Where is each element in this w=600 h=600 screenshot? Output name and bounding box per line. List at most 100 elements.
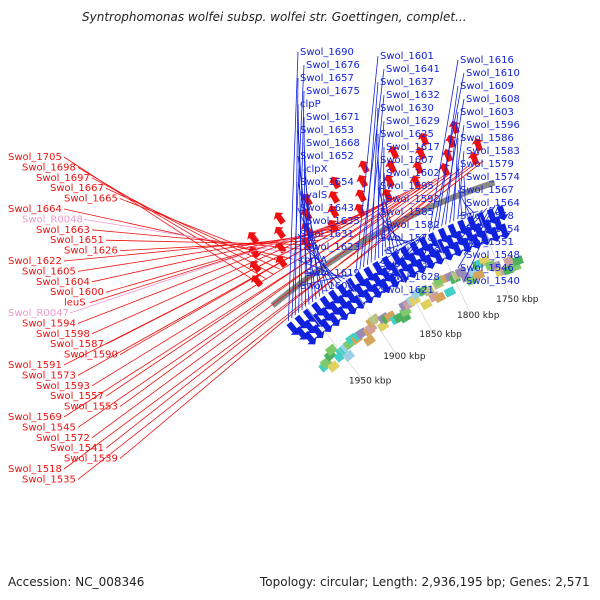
forward-gene-arrow <box>414 146 427 161</box>
forward-gene-arrow <box>273 212 286 225</box>
leader-line <box>457 189 471 215</box>
forward-gene-arrow <box>354 189 367 203</box>
reverse-gene-label: Swol_1609 <box>460 81 514 92</box>
leader-line <box>429 59 459 232</box>
forward-gene-arrow <box>251 275 264 288</box>
reverse-gene-label: Swol_1558 <box>460 211 514 222</box>
reverse-gene-label: Swol_1567 <box>460 185 514 196</box>
forward-gene-label: Swol_1600 <box>50 287 104 298</box>
reverse-gene-label: Swol_1623 <box>306 242 360 253</box>
reverse-gene-label: Swol_1653 <box>300 125 354 136</box>
reverse-gene-label: rpmA <box>300 255 327 266</box>
reverse-gene-label: Swol_1564 <box>466 198 520 209</box>
reverse-gene-arrow <box>327 312 341 326</box>
leader-line <box>91 187 415 387</box>
forward-gene-label: Swol_1605 <box>22 266 76 277</box>
reverse-gene-arrow <box>489 226 502 242</box>
feature-block <box>363 334 376 347</box>
reverse-gene-arrow <box>470 233 483 249</box>
leader-line <box>449 124 465 223</box>
reverse-gene-label: Swol_1621 <box>380 285 434 296</box>
forward-gene-label: Swol_1557 <box>50 391 104 402</box>
leader-line <box>463 209 483 230</box>
feature-block <box>443 286 457 298</box>
reverse-gene-label: Swol_1630 <box>380 103 434 114</box>
reverse-gene-label: Swol_1578 <box>380 233 434 244</box>
leader-line <box>77 191 407 376</box>
leader-line <box>69 214 363 314</box>
reverse-gene-arrow <box>344 300 358 315</box>
forward-gene-label: Swol_1541 <box>50 443 104 454</box>
leader-line <box>377 233 426 291</box>
forward-gene-arrow <box>383 174 395 188</box>
reverse-gene-label: Swol_1574 <box>466 172 520 183</box>
forward-gene-label: Swol_1587 <box>50 339 104 350</box>
leader-line <box>119 166 468 459</box>
tick-label: 1800 kbp <box>457 311 500 321</box>
leader-line <box>91 177 274 275</box>
leader-line <box>63 194 400 366</box>
reverse-gene-label: Swol_1586 <box>460 133 514 144</box>
forward-gene-label: Swol_1572 <box>36 433 90 444</box>
reverse-gene-arrow <box>319 318 333 332</box>
forward-gene-label: Swol_1539 <box>64 454 118 465</box>
reverse-gene-label: Swol_1610 <box>466 68 520 79</box>
reverse-gene-label: Swol_1637 <box>380 77 434 88</box>
leader-line <box>77 210 370 324</box>
leader-line <box>445 111 459 225</box>
reverse-gene-label: Swol_1546 <box>460 263 514 274</box>
leader-line <box>303 194 328 292</box>
tick-label: 1750 kbp <box>496 295 539 305</box>
forward-gene-label: Swol_1664 <box>8 204 62 215</box>
forward-gene-label: Swol_R0047 <box>8 308 69 319</box>
forward-gene-label: Swol_1697 <box>36 173 90 184</box>
forward-gene-arrow <box>274 241 287 254</box>
leader-line <box>303 168 320 297</box>
forward-gene-label: leuS <box>64 298 86 309</box>
leader-line <box>377 159 387 254</box>
reverse-gene-label: Swol_1576 <box>386 246 440 257</box>
forward-gene-label: Swol_1598 <box>36 329 90 340</box>
leader-line <box>363 81 379 268</box>
leader-line <box>463 204 500 282</box>
leader-line <box>105 184 422 397</box>
reverse-gene-label: Swol_1548 <box>466 250 520 261</box>
leader-line <box>77 167 267 280</box>
forward-gene-arrow <box>471 138 484 152</box>
reverse-gene-arrow <box>405 263 418 278</box>
leader-line <box>297 129 310 305</box>
reverse-gene-arrow <box>303 330 317 345</box>
leader-line <box>77 160 484 480</box>
forward-gene-label: Swol_1535 <box>22 474 76 485</box>
reverse-gene-label: Swol_1540 <box>466 276 520 287</box>
leader-line <box>298 90 305 313</box>
feature-block <box>324 343 338 357</box>
reverse-gene-label: valS <box>306 190 327 201</box>
reverse-gene-label: Swol_1596 <box>466 120 520 131</box>
leader-line <box>297 181 324 295</box>
leader-line <box>463 176 467 217</box>
leader-line <box>463 206 492 256</box>
leader-line <box>297 207 331 290</box>
reverse-gene-arrow <box>451 241 464 257</box>
leader-line <box>294 77 299 316</box>
feature-block <box>383 310 397 323</box>
reverse-gene-label: Swol_1603 <box>460 107 514 118</box>
reverse-gene-label: Swol_1652 <box>300 151 354 162</box>
leader-line <box>288 51 299 322</box>
forward-gene-label: Swol_1667 <box>50 183 104 194</box>
forward-gene-label: Swol_1591 <box>8 360 62 371</box>
reverse-gene-label: Swol_1632 <box>386 90 440 101</box>
forward-gene-label: Swol_1593 <box>36 381 90 392</box>
feature-block <box>367 313 381 326</box>
leader-line <box>370 107 379 263</box>
leader-line <box>457 211 479 217</box>
leader-line <box>119 239 321 251</box>
forward-gene-arrow <box>438 163 451 177</box>
forward-gene-arrow <box>327 205 340 219</box>
forward-gene-label: Swol_1573 <box>22 370 76 381</box>
reverse-gene-label: Swol_1635 <box>306 216 360 227</box>
leader-line <box>463 202 475 214</box>
leader-line <box>63 163 476 470</box>
